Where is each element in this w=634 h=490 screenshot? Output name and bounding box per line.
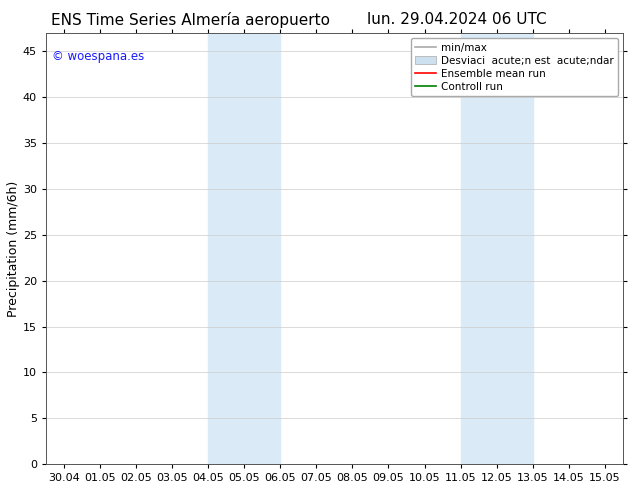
Y-axis label: Precipitation (mm/6h): Precipitation (mm/6h) xyxy=(7,180,20,317)
Bar xyxy=(208,33,280,464)
Bar xyxy=(461,33,533,464)
Legend: min/max, Desviaci  acute;n est  acute;ndar, Ensemble mean run, Controll run: min/max, Desviaci acute;n est acute;ndar… xyxy=(411,38,618,96)
Text: lun. 29.04.2024 06 UTC: lun. 29.04.2024 06 UTC xyxy=(366,12,547,27)
Text: ENS Time Series Almería aeropuerto: ENS Time Series Almería aeropuerto xyxy=(51,12,330,28)
Text: © woespana.es: © woespana.es xyxy=(51,50,144,63)
